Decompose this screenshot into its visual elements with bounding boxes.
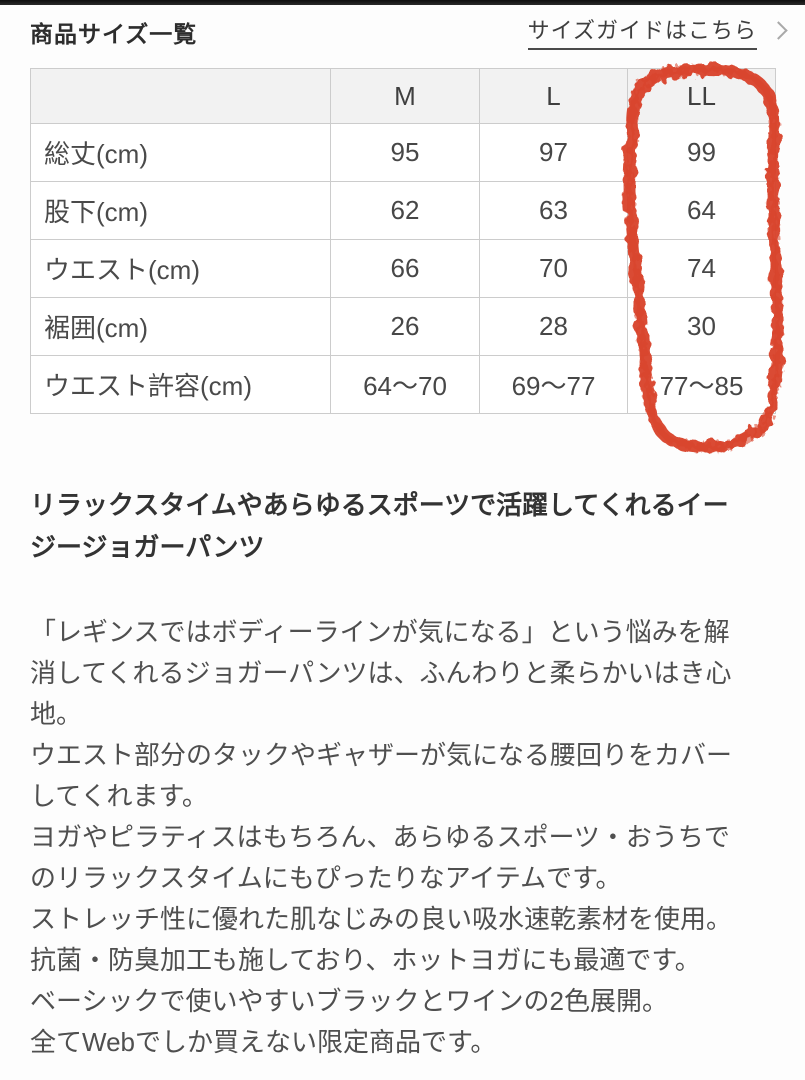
cell-value: 97 xyxy=(479,123,628,182)
row-label: ウエスト許容(cm) xyxy=(30,355,331,414)
page-title: 商品サイズ一覧 xyxy=(30,20,198,47)
size-table: M L LL 総丈(cm) 95 97 99 股下(cm) 62 63 64 ウ… xyxy=(30,68,776,414)
column-header-blank xyxy=(30,68,331,124)
cell-value: 99 xyxy=(627,123,776,182)
cell-value: 28 xyxy=(479,297,628,356)
row-label: 総丈(cm) xyxy=(30,123,331,182)
table-header-row: M L LL xyxy=(30,68,776,124)
table-row: 裾囲(cm) 26 28 30 xyxy=(30,297,776,356)
table-row: 総丈(cm) 95 97 99 xyxy=(30,123,776,182)
section-header: 商品サイズ一覧 サイズガイドはこちら xyxy=(30,13,788,50)
chevron-right-icon xyxy=(769,21,788,40)
column-header-m: M xyxy=(330,68,480,124)
cell-value: 64 xyxy=(627,181,776,240)
cell-value: 63 xyxy=(479,181,628,240)
cell-value: 64〜70 xyxy=(330,355,480,414)
cell-value: 66 xyxy=(330,239,480,298)
product-description-heading: リラックスタイムやあらゆるスポーツで活躍してくれるイー ジージョガーパンツ xyxy=(30,490,729,562)
table-row: ウエスト許容(cm) 64〜70 69〜77 77〜85 xyxy=(30,355,776,414)
cell-value: 30 xyxy=(627,297,776,356)
table-row: 股下(cm) 62 63 64 xyxy=(30,181,776,240)
row-label: ウエスト(cm) xyxy=(30,239,331,298)
product-description-text: 「レギンスではボディーラインが気になる」という悩みを解 消してくれるジョガーパン… xyxy=(30,617,733,1057)
cell-value: 69〜77 xyxy=(479,355,628,414)
row-label: 股下(cm) xyxy=(30,181,331,240)
cell-value: 74 xyxy=(627,239,776,298)
size-guide-link[interactable]: サイズガイドはこちら xyxy=(527,13,788,50)
column-header-ll: LL xyxy=(627,68,776,124)
cell-value: 77〜85 xyxy=(627,355,776,414)
column-header-l: L xyxy=(479,68,628,124)
size-guide-link-label: サイズガイドはこちら xyxy=(527,13,757,50)
cell-value: 26 xyxy=(330,297,480,356)
cell-value: 95 xyxy=(330,123,480,182)
row-label: 裾囲(cm) xyxy=(30,297,331,356)
size-table-header: M L LL xyxy=(30,68,776,124)
top-edge-bar xyxy=(0,0,805,5)
cell-value: 62 xyxy=(330,181,480,240)
table-row: ウエスト(cm) 66 70 74 xyxy=(30,239,776,298)
cell-value: 70 xyxy=(479,239,628,298)
